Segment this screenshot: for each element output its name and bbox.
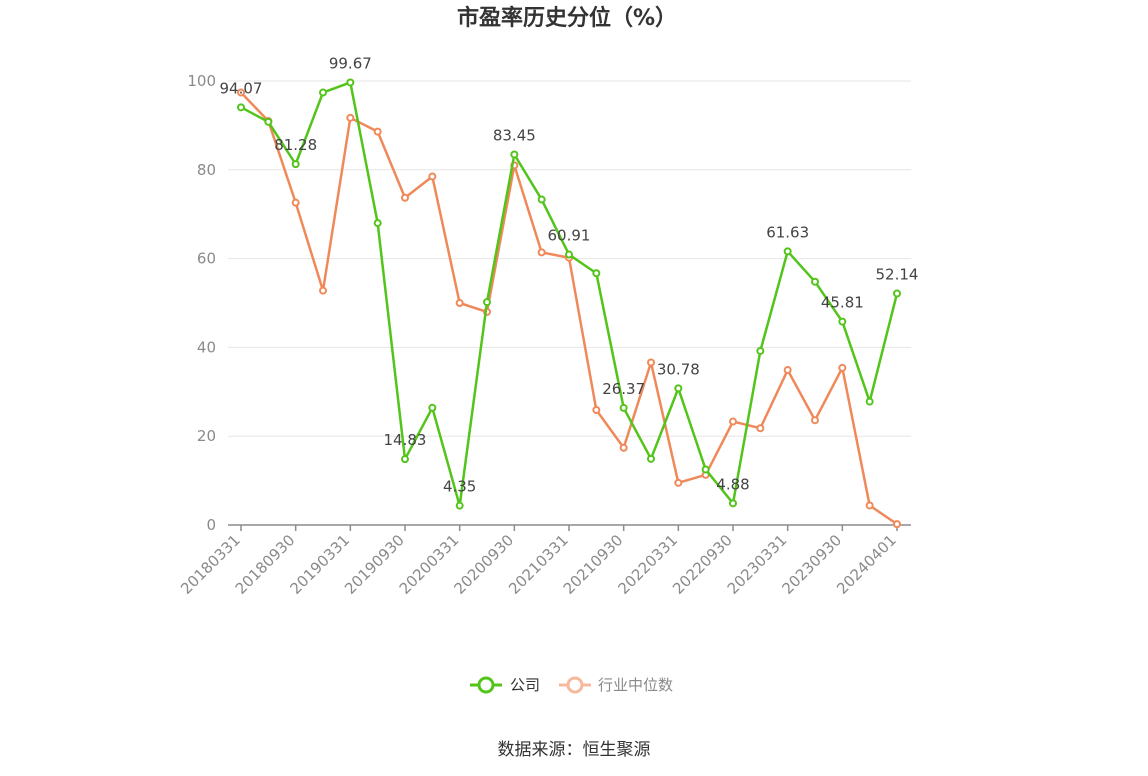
data-point[interactable] [619,443,628,452]
data-point[interactable] [346,78,355,87]
data-point[interactable] [838,363,847,372]
y-tick-label: 40 [197,338,216,356]
data-point[interactable] [428,172,437,181]
data-point[interactable] [701,465,710,474]
data-point[interactable] [455,501,464,510]
data-label: 52.14 [876,265,919,283]
data-point[interactable] [537,195,546,204]
data-point[interactable] [619,403,628,412]
data-labels: 94.07 81.28 99.67 14.83 4.35 83.45 60.91 26.37 3… [220,54,919,495]
data-point[interactable] [319,286,327,295]
data-label: 60.91 [548,227,591,245]
data-label: 99.67 [329,54,372,72]
data-point[interactable] [783,366,792,375]
data-point[interactable] [483,298,491,307]
series-1 [237,88,901,529]
y-tick-label: 80 [197,161,216,179]
data-point[interactable] [838,317,847,326]
data-point[interactable] [264,117,273,126]
data-point[interactable] [865,501,874,510]
series-0 [237,78,901,510]
data-point[interactable] [319,88,327,97]
data-point[interactable] [729,417,737,426]
source-note: 数据来源：恒生聚源 [498,740,651,760]
data-point[interactable] [401,455,409,464]
y-axis: 0 20 40 60 80 100 [187,72,216,534]
data-label: 81.28 [274,136,317,154]
data-point[interactable] [565,250,573,259]
y-tick-label: 0 [206,516,216,534]
data-point[interactable] [674,478,683,487]
data-point[interactable] [674,384,683,393]
data-point[interactable] [373,219,382,228]
data-point[interactable] [592,269,601,278]
data-label: 14.83 [384,431,427,449]
data-point[interactable] [893,289,901,298]
series-line-1 [240,91,898,526]
data-point[interactable] [455,299,464,307]
data-point[interactable] [291,198,300,207]
legend: 公司 行业中位数 [470,676,673,694]
data-point[interactable] [893,520,901,529]
legend-item-industry-median[interactable]: 行业中位数 [559,676,673,694]
data-point[interactable] [373,127,382,136]
data-point[interactable] [647,358,655,367]
legend-label-company: 公司 [510,676,540,694]
x-axis: 2018033120180930201903312019093020200331… [177,524,911,598]
data-point[interactable] [237,103,245,112]
y-tick-label: 20 [197,427,216,445]
data-label: 45.81 [821,294,864,312]
data-point[interactable] [865,397,874,406]
series-line-0 [240,81,899,507]
data-point[interactable] [592,406,601,415]
data-point[interactable] [428,403,437,412]
data-point[interactable] [811,277,819,286]
series-layer [237,78,901,529]
legend-item-company[interactable]: 公司 [470,676,540,694]
legend-marker-industry-median [566,676,584,694]
data-label: 30.78 [657,360,700,378]
data-point[interactable] [237,88,245,97]
data-point[interactable] [346,113,355,122]
data-point[interactable] [811,416,819,425]
legend-marker-company [477,676,495,694]
y-tick-label: 60 [197,250,216,268]
data-point[interactable] [401,193,409,202]
data-label: 4.88 [716,475,749,493]
data-point[interactable] [537,248,546,257]
data-label: 61.63 [766,223,809,241]
data-point[interactable] [510,150,519,159]
data-point[interactable] [756,346,765,355]
data-label: 26.37 [602,380,645,398]
data-point[interactable] [291,160,300,169]
data-point[interactable] [729,499,737,508]
data-label: 94.07 [220,79,263,97]
data-point[interactable] [647,454,655,463]
data-label: 83.45 [493,126,536,144]
data-point[interactable] [756,424,765,433]
data-label: 4.35 [443,478,476,496]
data-point[interactable] [783,247,792,256]
legend-label-industry-median: 行业中位数 [598,676,673,694]
x-tick-label: 20240401 [833,531,900,598]
y-tick-label: 100 [187,72,216,90]
chart-title: 市盈率历史分位（%） [457,5,677,31]
